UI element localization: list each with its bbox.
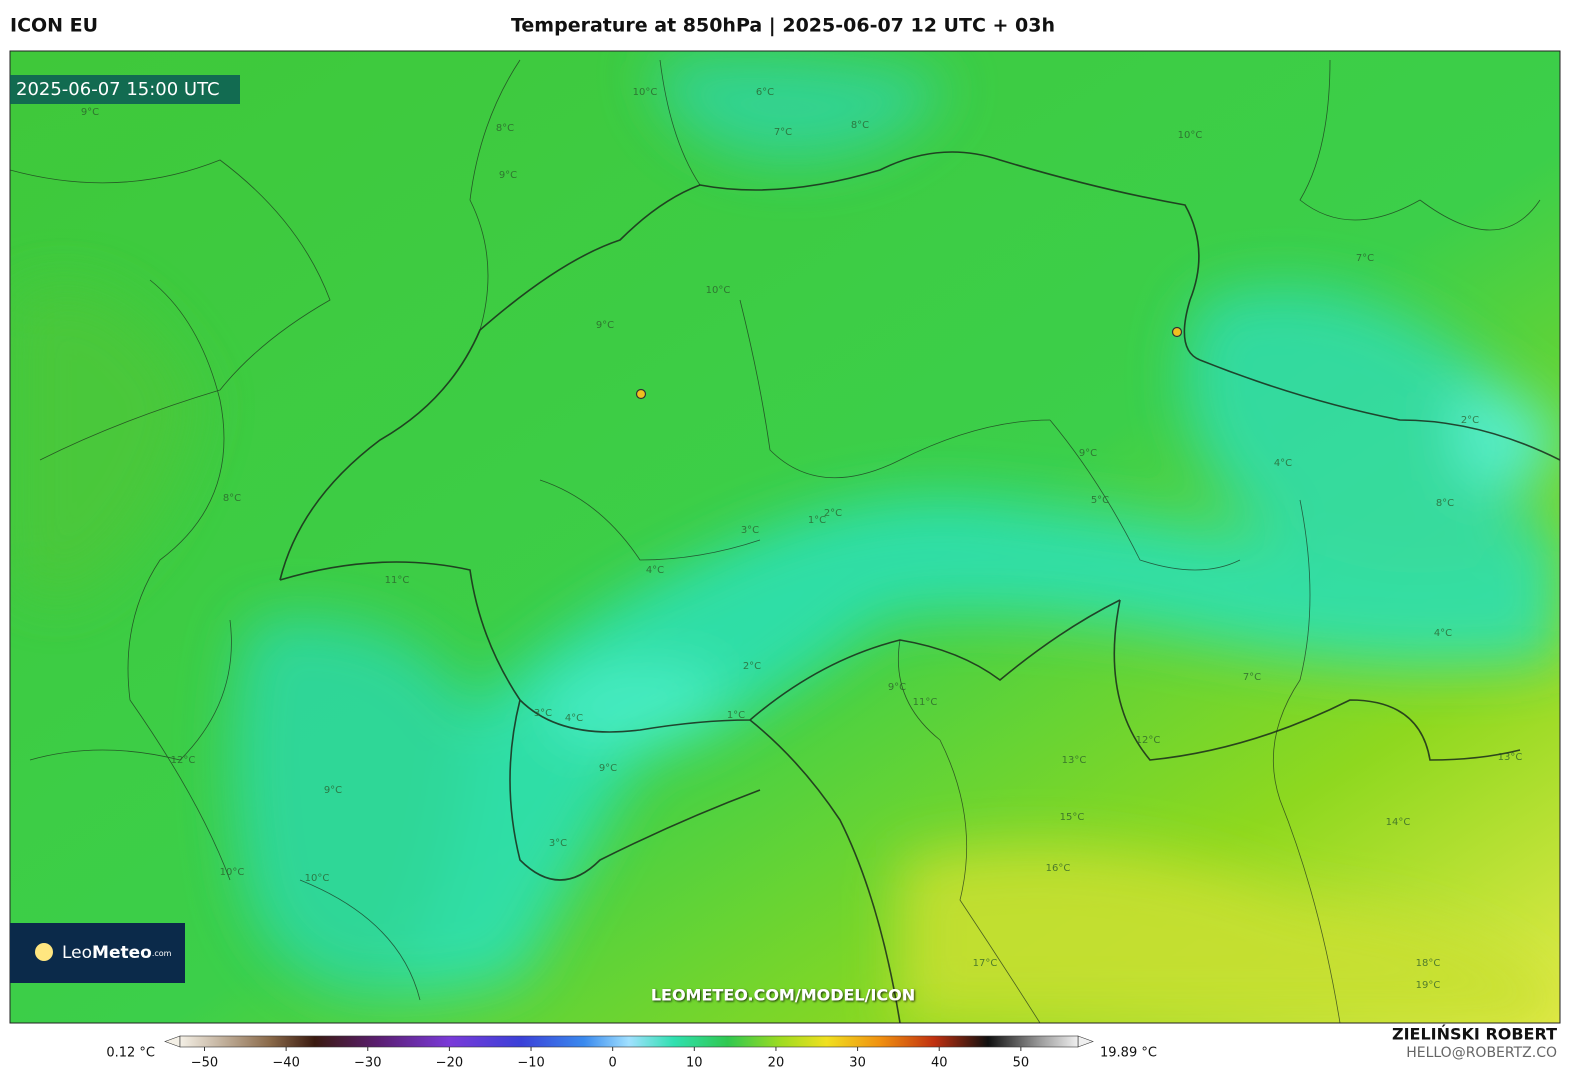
contour-label: 8°C xyxy=(496,123,514,134)
contour-label: 1°C xyxy=(727,710,745,721)
contour-label: 11°C xyxy=(385,575,410,586)
contour-label: 10°C xyxy=(1178,130,1203,141)
contour-label: 7°C xyxy=(774,127,792,138)
contour-label: 12°C xyxy=(1136,735,1161,746)
contour-label: 14°C xyxy=(1386,817,1411,828)
contour-label: 17°C xyxy=(973,958,998,969)
author: ZIELIŃSKI ROBERT xyxy=(1392,1025,1557,1044)
contour-label: 16°C xyxy=(1046,863,1071,874)
contour-label: 9°C xyxy=(599,763,617,774)
colorbar-tick-label: −10 xyxy=(517,1056,544,1071)
logo-com: .com xyxy=(152,949,172,958)
colorbar-arrow-low xyxy=(164,1035,181,1048)
contour-labels: 9°C 10°C 6°C 7°C 8°C 8°C 10°C 9°C 10°C 9°C 11°C 8°C… xyxy=(81,87,1523,991)
max-label: 19.89 °C xyxy=(1100,1046,1157,1061)
contour-label: 8°C xyxy=(1436,498,1454,509)
contour-label: 4°C xyxy=(646,565,664,576)
colorbar-tick-label: −50 xyxy=(191,1056,218,1071)
colorbar-tick-label: 20 xyxy=(768,1056,785,1071)
contour-label: 2°C xyxy=(1461,415,1479,426)
logo-meteo: Meteo xyxy=(92,943,152,963)
contour-label: 7°C xyxy=(1356,253,1374,264)
contour-label: 4°C xyxy=(1274,458,1292,469)
logo-sun xyxy=(35,943,53,961)
chart-title: Temperature at 850hPa | 2025-06-07 12 UT… xyxy=(511,15,1055,37)
colorbar-tick-label: −30 xyxy=(354,1056,381,1071)
contour-label: 9°C xyxy=(596,320,614,331)
contour-label: 9°C xyxy=(888,682,906,693)
contour-label: 13°C xyxy=(1498,752,1523,763)
contour-label: 9°C xyxy=(81,107,99,118)
contour-label: 19°C xyxy=(1416,980,1441,991)
colorbar-tick-label: 0 xyxy=(609,1056,617,1071)
logo: LeoMeteo.com xyxy=(62,943,172,963)
contour-label: 10°C xyxy=(305,873,330,884)
contour-label: 3°C xyxy=(741,525,759,536)
contour-label: 9°C xyxy=(324,785,342,796)
email: HELLO@ROBERTZ.CO xyxy=(1406,1045,1557,1061)
valid-time: 2025-06-07 15:00 UTC xyxy=(16,79,220,100)
contour-label: 11°C xyxy=(913,697,938,708)
time-box xyxy=(10,75,240,104)
model-name: ICON EU xyxy=(10,15,98,37)
contour-label: 10°C xyxy=(706,285,731,296)
map: 9°C 10°C 6°C 7°C 8°C 8°C 10°C 9°C 10°C 9°C 11°C 8°C… xyxy=(10,51,1560,1023)
contour-label: 10°C xyxy=(633,87,658,98)
colorbar-tick-label: 30 xyxy=(849,1056,866,1071)
contour-label: 8°C xyxy=(851,120,869,131)
contour-label: 5°C xyxy=(1091,495,1109,506)
colorbar-tick-label: 50 xyxy=(1013,1056,1030,1071)
contour-label: 6°C xyxy=(756,87,774,98)
contour-label: 10°C xyxy=(220,867,245,878)
contour-label: 4°C xyxy=(1434,628,1452,639)
logo-leo: Leo xyxy=(62,943,92,963)
contour-label: 8°C xyxy=(223,493,241,504)
contour-label: 9°C xyxy=(499,170,517,181)
contour-label: 7°C xyxy=(1243,672,1261,683)
contour-label: 2°C xyxy=(743,661,761,672)
contour-label: 4°C xyxy=(565,713,583,724)
colorbar-tick-label: 40 xyxy=(931,1056,948,1071)
contour-label: 2°C xyxy=(824,508,842,519)
contour-label: 1°C xyxy=(808,515,826,526)
min-label: 0.12 °C xyxy=(106,1046,155,1061)
contour-label: 18°C xyxy=(1416,958,1441,969)
contour-label: 15°C xyxy=(1060,812,1085,823)
colorbar-tick-label: −40 xyxy=(272,1056,299,1071)
contour-label: 13°C xyxy=(1062,755,1087,766)
contour-label: 9°C xyxy=(1079,448,1097,459)
colorbar-tick-label: −20 xyxy=(436,1056,463,1071)
colorbar-tick-label: 10 xyxy=(686,1056,703,1071)
colorbar: −50 −40 −30 −20 −10 0 10 20 30 40 50 xyxy=(164,1035,1094,1071)
contour-label: 3°C xyxy=(534,708,552,719)
watermark: LEOMETEO.COM/MODEL/ICON xyxy=(651,986,915,1005)
colorbar-arrow-high xyxy=(1077,1035,1094,1048)
contour-label: 12°C xyxy=(171,755,196,766)
map-frame xyxy=(9,50,1561,1024)
colorbar-bar xyxy=(179,1035,1079,1048)
contour-label: 3°C xyxy=(549,838,567,849)
